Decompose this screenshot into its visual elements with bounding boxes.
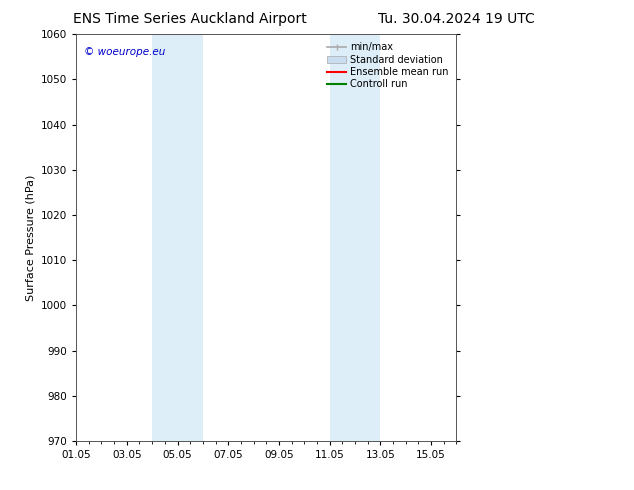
Bar [330,34,380,441]
Text: Tu. 30.04.2024 19 UTC: Tu. 30.04.2024 19 UTC [378,12,535,26]
Y-axis label: Surface Pressure (hPa): Surface Pressure (hPa) [25,174,36,301]
Legend: min/max, Standard deviation, Ensemble mean run, Controll run: min/max, Standard deviation, Ensemble me… [324,39,451,92]
Bar [152,34,203,441]
Text: ENS Time Series Auckland Airport: ENS Time Series Auckland Airport [74,12,307,26]
Text: © woeurope.eu: © woeurope.eu [84,47,165,56]
